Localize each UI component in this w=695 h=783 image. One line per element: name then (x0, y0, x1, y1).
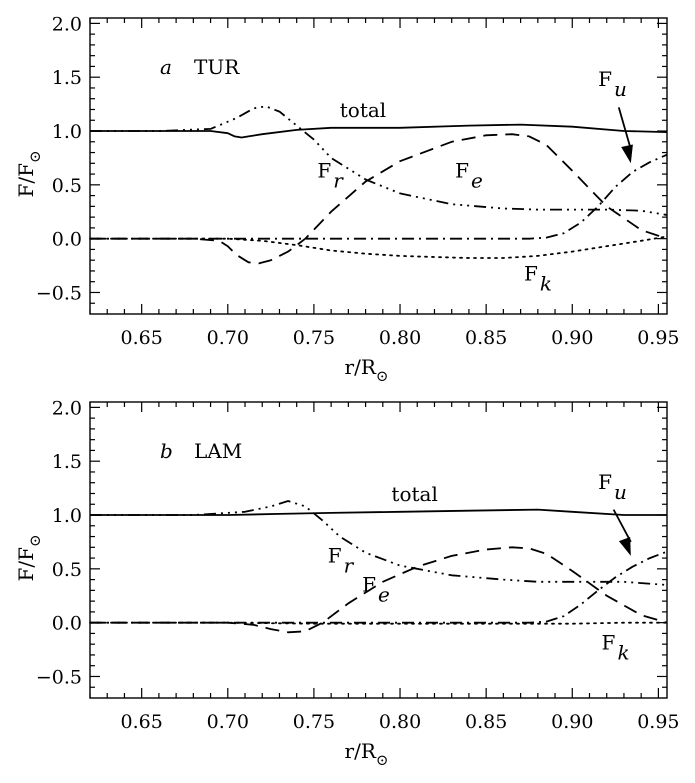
panel-name: TUR (194, 55, 240, 79)
y-tick-label: 1.5 (52, 451, 82, 473)
y-tick-label: −0.5 (36, 282, 82, 304)
y-tick-label: 1.0 (52, 505, 82, 527)
panel-letter: b (160, 439, 173, 463)
x-tick-label: 0.70 (207, 711, 249, 733)
x-tick-label: 0.95 (637, 327, 679, 349)
panel-letter: a (160, 55, 172, 79)
y-tick-label: 0.5 (52, 175, 82, 197)
y-tick-label: 1.0 (52, 121, 82, 143)
total-curve (90, 123, 668, 139)
y-tick-label: 0.0 (52, 229, 82, 251)
fu-curve (90, 153, 668, 240)
x-tick-label: 0.95 (637, 711, 679, 733)
x-tick-label: 0.80 (379, 711, 421, 733)
fu-curve (90, 550, 668, 624)
fk-curve (89, 235, 668, 259)
fe-curve (90, 133, 668, 265)
y-tick-label: 0.5 (52, 559, 82, 581)
x-axis-title: r/R⊙ (345, 739, 389, 769)
y-tick-label: 2.0 (52, 397, 82, 419)
x-tick-label: 0.65 (121, 711, 163, 733)
x-tick-label: 0.90 (551, 711, 593, 733)
panel-name: LAM (194, 439, 242, 463)
y-tick-label: 0.0 (52, 613, 82, 635)
fe-curve (90, 546, 668, 634)
y-tick-label: −0.5 (36, 666, 82, 688)
annotation-total: total (391, 482, 437, 506)
x-tick-label: 0.70 (207, 327, 249, 349)
x-tick-label: 0.65 (121, 327, 163, 349)
y-axis-title: F/F⊙ (14, 534, 44, 581)
y-axis-title: F/F⊙ (14, 150, 44, 197)
fu-arrow-shaft (617, 107, 632, 150)
fk-curve (89, 621, 668, 625)
x-tick-label: 0.75 (293, 711, 335, 733)
x-tick-label: 0.85 (465, 711, 507, 733)
panel-a: 0.65 0.70 0.75 0.80 0.85 0.90 0.95 −0.5 0.0 0.5 1.… (14, 13, 680, 385)
annotation-total: total (340, 98, 386, 122)
x-tick-label: 0.85 (465, 327, 507, 349)
fr-curve (90, 500, 668, 586)
y-tick-label: 2.0 (52, 13, 82, 35)
panel-b: 0.65 0.70 0.75 0.80 0.85 0.90 0.95 −0.5 0.0 0.5 1.… (14, 397, 680, 769)
fu-arrow-head (621, 144, 633, 164)
plot-frame (89, 401, 668, 699)
y-tick-label: 1.5 (52, 67, 82, 89)
fu-arrow-head (618, 536, 631, 556)
plot-frame (89, 17, 668, 315)
x-axis-title: r/R⊙ (345, 355, 389, 385)
x-tick-label: 0.80 (379, 327, 421, 349)
fr-curve (90, 105, 668, 216)
x-tick-label: 0.90 (551, 327, 593, 349)
fu-arrow-shaft (612, 509, 632, 543)
x-tick-label: 0.75 (293, 327, 335, 349)
